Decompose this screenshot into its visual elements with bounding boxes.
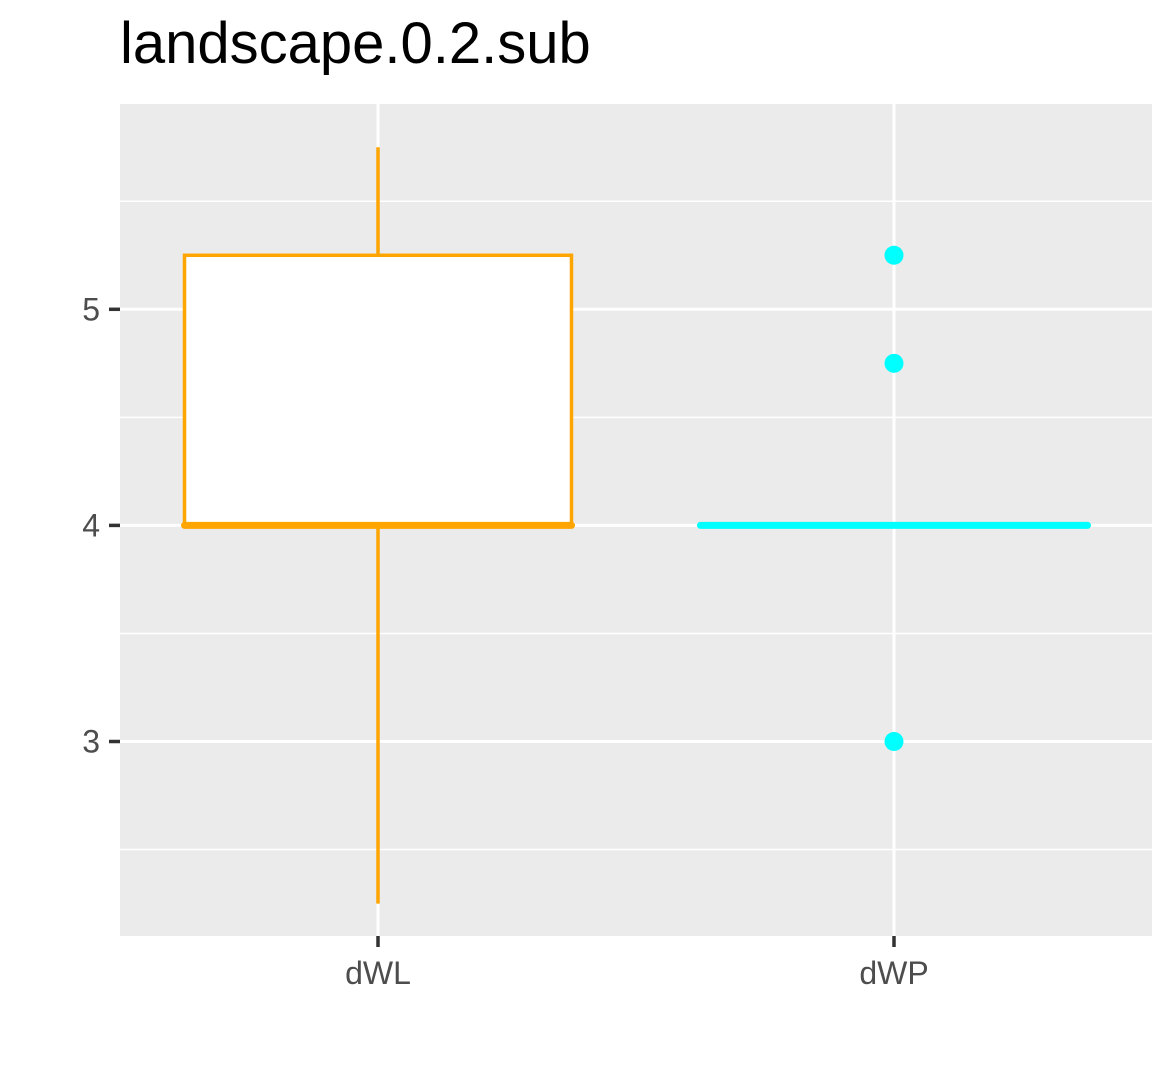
x-tick-label: dWP bbox=[859, 955, 928, 991]
y-tick-label: 3 bbox=[82, 724, 100, 760]
x-axis: dWL dWP bbox=[345, 936, 929, 991]
outlier-point bbox=[884, 353, 904, 373]
y-tick-label: 5 bbox=[82, 291, 100, 327]
box-dWP bbox=[697, 245, 1091, 752]
y-axis: 3 4 5 bbox=[82, 291, 120, 760]
chart-title: landscape.0.2.sub bbox=[120, 11, 591, 76]
y-tick-label: 4 bbox=[82, 507, 100, 543]
minor-gridlines bbox=[120, 200, 1152, 851]
outlier-point bbox=[884, 245, 904, 265]
x-tick-label: dWL bbox=[345, 955, 411, 991]
box-layer bbox=[181, 147, 1091, 904]
outlier-point bbox=[884, 732, 904, 752]
box-dWL bbox=[181, 147, 575, 904]
box-iqr bbox=[182, 253, 574, 528]
